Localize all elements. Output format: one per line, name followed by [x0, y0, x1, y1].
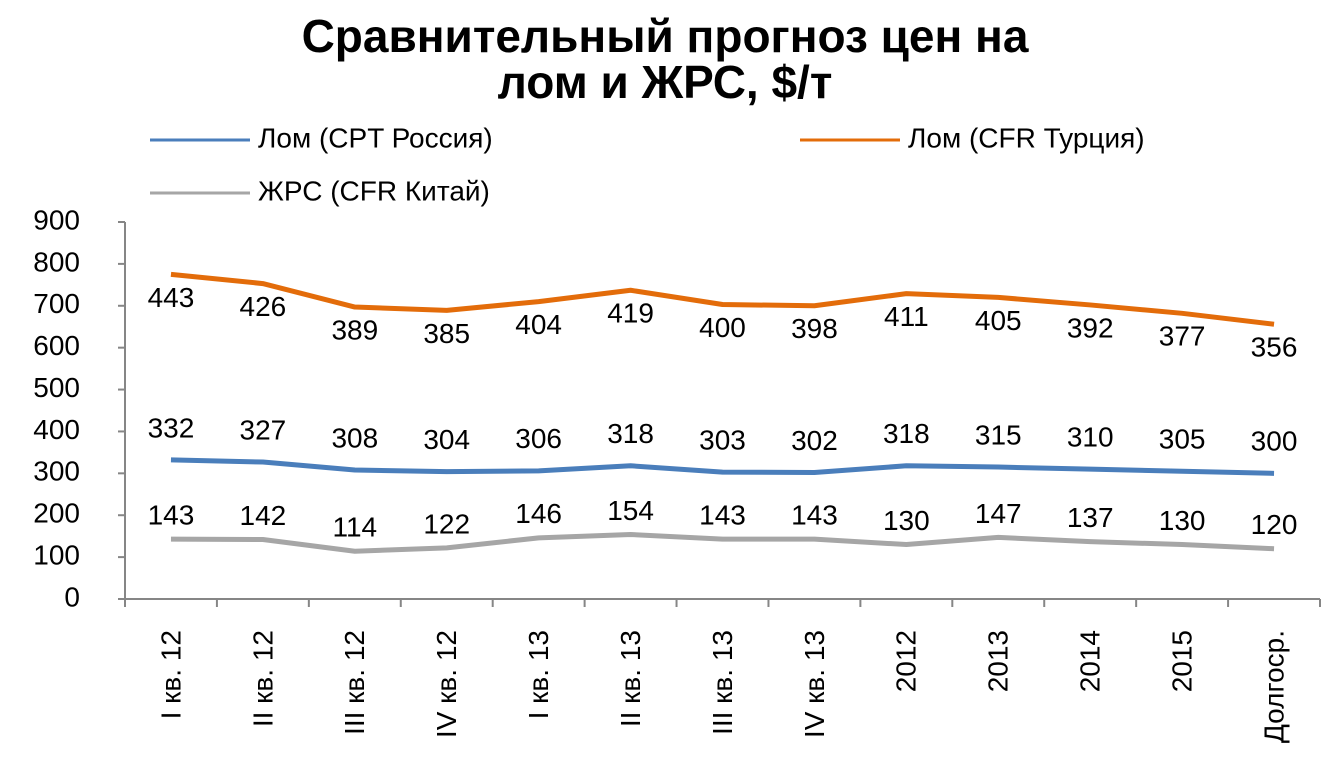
data-label: 385 [423, 318, 470, 349]
data-label: 404 [515, 309, 562, 340]
y-tick-label: 700 [33, 288, 80, 319]
chart-title: лом и ЖРС, $/т [498, 56, 833, 108]
y-tick-label: 900 [33, 204, 80, 235]
data-label: 426 [240, 291, 287, 322]
data-label: 114 [332, 512, 377, 543]
data-label: 308 [331, 422, 378, 453]
data-label: 392 [1067, 312, 1114, 343]
y-tick-label: 800 [33, 246, 80, 277]
data-label: 405 [975, 305, 1022, 336]
x-tick-label: I кв. 13 [523, 630, 554, 719]
line [170, 457, 1275, 476]
data-label: 122 [423, 508, 470, 539]
y-tick-label: 400 [33, 414, 80, 445]
y-tick-label: 0 [64, 581, 80, 612]
data-label: 130 [1159, 505, 1206, 536]
data-label: 332 [148, 412, 195, 443]
x-tick-label: 2015 [1167, 630, 1198, 692]
x-tick-label: II кв. 12 [247, 630, 278, 727]
y-tick-label: 500 [33, 372, 80, 403]
data-label: 327 [240, 414, 287, 445]
line [170, 271, 1275, 327]
data-label: 300 [1251, 426, 1298, 457]
y-tick-label: 200 [33, 498, 80, 529]
data-label: 318 [883, 418, 930, 449]
x-tick-label: Долгоср. [1258, 630, 1289, 743]
data-label: 304 [423, 424, 470, 455]
data-label: 398 [791, 313, 838, 344]
chart-title: Сравнительный прогноз цен на [302, 10, 1029, 62]
data-label: 305 [1159, 424, 1206, 455]
x-tick-label: IV кв. 12 [431, 630, 462, 738]
data-label: 389 [331, 314, 378, 345]
line [170, 531, 1275, 554]
x-tick-label: II кв. 13 [615, 630, 646, 727]
x-tick-label: III кв. 12 [339, 630, 370, 735]
data-label: 400 [699, 312, 746, 343]
data-label: 142 [240, 500, 287, 531]
data-label: 318 [607, 418, 654, 449]
legend-label: Лом (CFR Турция) [908, 122, 1145, 153]
data-label: 130 [883, 505, 930, 536]
data-label: 143 [148, 499, 195, 530]
y-tick-label: 600 [33, 330, 80, 361]
x-tick-label: 2014 [1075, 630, 1106, 692]
legend-label: Лом (CPT Россия) [258, 122, 493, 153]
data-label: 137 [1067, 502, 1114, 533]
data-label: 146 [515, 498, 562, 529]
data-label: 306 [515, 423, 562, 454]
data-label: 143 [791, 499, 838, 530]
data-label: 303 [699, 424, 746, 455]
data-label: 377 [1159, 321, 1206, 352]
x-tick-label: 2013 [983, 630, 1014, 692]
y-tick-label: 300 [33, 456, 80, 487]
x-tick-label: I кв. 12 [155, 630, 186, 719]
data-label: 310 [1067, 422, 1114, 453]
data-label: 147 [975, 498, 1022, 529]
x-tick-label: III кв. 13 [707, 630, 738, 735]
x-tick-label: 2012 [891, 630, 922, 692]
data-label: 120 [1251, 509, 1298, 540]
data-label: 302 [791, 425, 838, 456]
legend-label: ЖРС (CFR Китай) [258, 175, 490, 206]
data-label: 443 [148, 282, 195, 313]
data-label: 154 [607, 495, 654, 526]
x-tick-label: IV кв. 13 [799, 630, 830, 738]
y-tick-label: 100 [33, 540, 80, 571]
data-label: 315 [975, 419, 1022, 450]
data-label: 411 [884, 301, 929, 332]
data-label: 419 [607, 298, 654, 329]
data-label: 356 [1251, 332, 1298, 363]
data-label: 143 [699, 499, 746, 530]
